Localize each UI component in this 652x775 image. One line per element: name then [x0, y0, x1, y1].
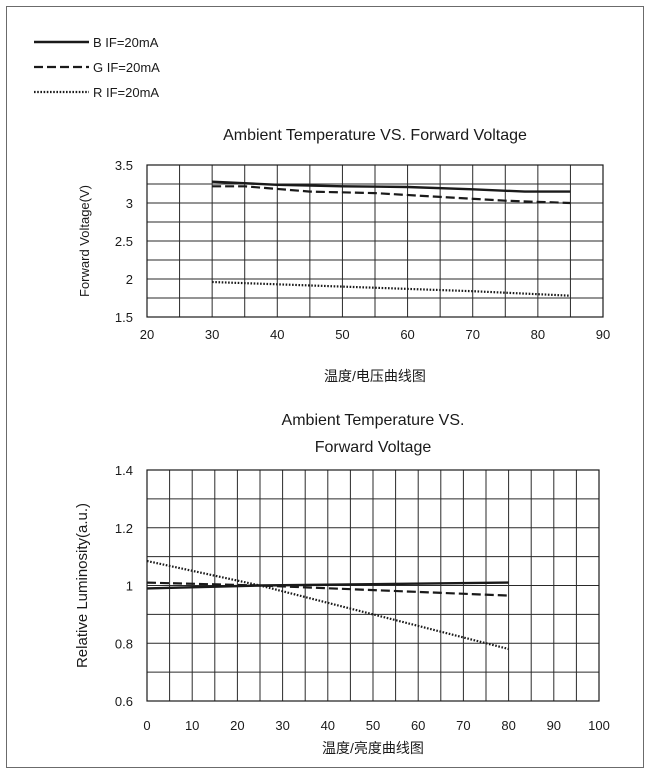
legend-label: R IF=20mA [93, 85, 159, 100]
relative-luminosity-chart: Ambient Temperature VS. Forward Voltage 0 1… [74, 412, 610, 756]
plot-border [146, 164, 604, 318]
y-tick-label: 3.5 [115, 158, 133, 173]
x-tick-label: 60 [411, 718, 425, 733]
legend-label: B IF=20mA [93, 35, 159, 50]
x-tick-label: 0 [143, 718, 150, 733]
x-tick-label: 50 [335, 327, 349, 342]
y-tick-label: 3 [126, 196, 133, 211]
y-axis-title: Forward Voltage(V) [77, 185, 92, 297]
x-tick-label: 20 [230, 718, 244, 733]
legend: B IF=20mA G IF=20mA R IF=20mA [34, 35, 160, 100]
series-line-dotted [212, 280, 571, 297]
figure-frame: B IF=20mA G IF=20mA R IF=20mA Ambient Temp… [6, 6, 644, 768]
x-tick-label: 30 [275, 718, 289, 733]
chart-title: Ambient Temperature VS. Forward Voltage [223, 127, 527, 144]
y-tick-label: 2 [126, 272, 133, 287]
x-tick-label: 60 [400, 327, 414, 342]
x-tick-label: 50 [366, 718, 380, 733]
y-tick-label: 0.6 [115, 694, 133, 709]
x-tick-label: 80 [501, 718, 515, 733]
series-line-solid [212, 180, 571, 193]
y-tick-label: 1 [126, 579, 133, 594]
y-tick-label: 1.2 [115, 521, 133, 536]
x-axis-title: 温度/亮度曲线图 [322, 740, 424, 756]
x-tick-label: 70 [456, 718, 470, 733]
y-axis-title: Relative Luminosity(a.u.) [74, 503, 91, 668]
chart-title: Ambient Temperature VS. [282, 412, 465, 429]
x-axis-title: 温度/电压曲线图 [324, 368, 426, 384]
x-tick-label: 30 [205, 327, 219, 342]
x-tick-label: 40 [321, 718, 335, 733]
grid [146, 469, 600, 702]
series-line-dashed [146, 581, 509, 597]
x-tick-label: 20 [140, 327, 154, 342]
legend-label: G IF=20mA [93, 60, 160, 75]
series-line-dashed [212, 185, 571, 205]
plot-border [146, 469, 600, 702]
x-tick-label: 90 [596, 327, 610, 342]
x-tick-label: 40 [270, 327, 284, 342]
y-tick-label: 2.5 [115, 234, 133, 249]
chart-canvas: B IF=20mA G IF=20mA R IF=20mA Ambient Temp… [34, 35, 610, 756]
y-tick-label: 1.4 [115, 463, 133, 478]
x-tick-label: 80 [531, 327, 545, 342]
forward-voltage-chart: Ambient Temperature VS. Forward Voltage 2… [77, 127, 610, 384]
chart-title-line2: Forward Voltage [315, 439, 432, 456]
x-tick-label: 70 [465, 327, 479, 342]
x-tick-label: 100 [588, 718, 610, 733]
y-tick-label: 1.5 [115, 310, 133, 325]
x-tick-label: 90 [547, 718, 561, 733]
series-line-dotted [146, 559, 509, 651]
x-tick-label: 10 [185, 718, 199, 733]
y-tick-label: 0.8 [115, 636, 133, 651]
